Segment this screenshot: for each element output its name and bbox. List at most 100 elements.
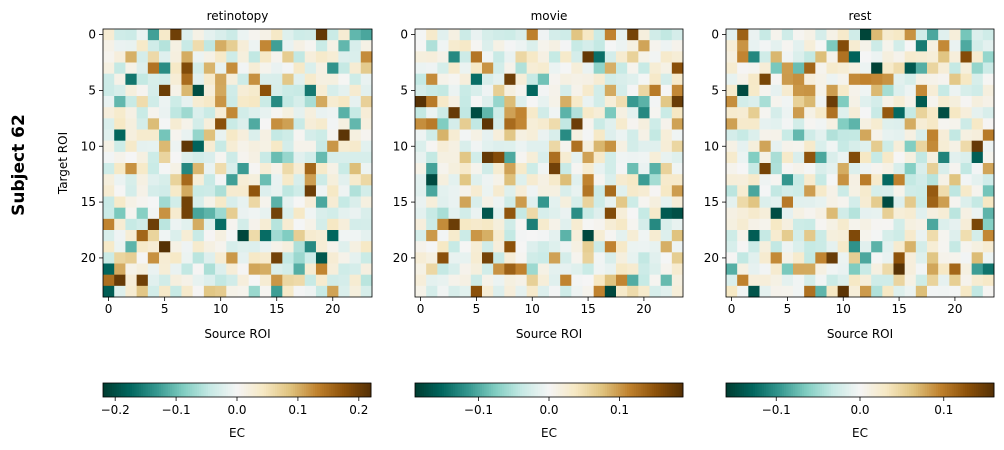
- heatmap-cell: [927, 62, 939, 75]
- colorbar-segment: [924, 383, 928, 397]
- heatmap-cell: [949, 62, 961, 75]
- heatmap-cell: [203, 62, 216, 75]
- heatmap-cell: [982, 62, 995, 75]
- heatmap-cell: [271, 263, 283, 276]
- y-tick-label: 10: [81, 139, 96, 153]
- heatmap-cell: [826, 218, 839, 231]
- colorbar-segment: [902, 383, 906, 397]
- colorbar-segment: [575, 383, 579, 397]
- colorbar-segment: [616, 383, 619, 397]
- colorbar-segment: [962, 383, 966, 397]
- heatmap-cell: [915, 163, 928, 175]
- heatmap-cell: [170, 285, 182, 298]
- heatmap-cell: [604, 140, 617, 153]
- heatmap-cell: [147, 274, 160, 287]
- heatmap-cell: [571, 274, 583, 287]
- heatmap-cell: [748, 252, 760, 264]
- heatmap-cell: [748, 230, 760, 242]
- heatmap-cell: [604, 29, 617, 41]
- heatmap-cell: [181, 241, 194, 253]
- heatmap-cell: [982, 274, 995, 287]
- heatmap-cell: [360, 174, 373, 186]
- heatmap-cell: [770, 107, 783, 119]
- heatmap-cell: [616, 96, 628, 108]
- heatmap-cell: [493, 40, 505, 52]
- heatmap-cell: [671, 118, 684, 130]
- heatmap-cell: [459, 29, 472, 41]
- heatmap-cell: [938, 196, 950, 209]
- heatmap-cell: [349, 62, 362, 75]
- colorbar-segment: [502, 383, 505, 397]
- heatmap-cell: [103, 274, 115, 287]
- heatmap-cell: [103, 207, 115, 220]
- colorbar-segment: [362, 383, 365, 397]
- heatmap-cell: [338, 207, 350, 220]
- heatmap-cell: [437, 230, 449, 242]
- heatmap-cell: [793, 174, 805, 186]
- heatmap-cell: [549, 62, 561, 75]
- heatmap-cell: [582, 252, 595, 264]
- heatmap-cell: [593, 51, 606, 63]
- heatmap-cell: [181, 274, 194, 287]
- heatmap-cell: [804, 51, 816, 63]
- heatmap-cell: [125, 129, 138, 142]
- heatmap-cell: [837, 40, 850, 52]
- heatmap-cell: [826, 140, 839, 153]
- colorbar-segment: [864, 383, 868, 397]
- heatmap-cell: [426, 252, 438, 264]
- heatmap-cell: [415, 285, 427, 298]
- heatmap-cell: [660, 252, 673, 264]
- colorbar-segment: [638, 383, 641, 397]
- heatmap-cell: [927, 73, 939, 86]
- heatmap-cell: [226, 174, 238, 186]
- heatmap-cell: [927, 51, 939, 63]
- heatmap-cell: [660, 118, 673, 130]
- heatmap-cell: [304, 230, 317, 242]
- heatmap-cell: [537, 62, 550, 75]
- heatmap-cell: [848, 151, 861, 164]
- colorbar-segment: [900, 383, 903, 397]
- heatmap-cell: [203, 73, 216, 86]
- heatmap-cell: [982, 252, 995, 264]
- heatmap-cell: [582, 129, 595, 142]
- heatmap-cell: [915, 118, 928, 130]
- heatmap-cell: [759, 196, 772, 209]
- heatmap-cell: [582, 140, 595, 153]
- colorbar-segment: [651, 383, 655, 397]
- colorbar-segment: [931, 383, 935, 397]
- heatmap-cell: [549, 29, 561, 41]
- heatmap-cell: [192, 140, 205, 153]
- heatmap-cell: [437, 285, 449, 298]
- colorbar-segment: [940, 383, 944, 397]
- heatmap-cell: [748, 107, 760, 119]
- heatmap-cell: [493, 107, 505, 119]
- heatmap-cell: [237, 118, 250, 130]
- heatmap-cell: [804, 40, 816, 52]
- heatmap-cell: [971, 174, 984, 186]
- heatmap-cell: [248, 207, 261, 220]
- heatmap-cell: [604, 107, 617, 119]
- heatmap-cell: [915, 218, 928, 231]
- heatmap-cell: [159, 151, 171, 164]
- colorbar-segment: [929, 383, 932, 397]
- heatmap-cell: [781, 62, 794, 75]
- heatmap-cell: [938, 230, 950, 242]
- heatmap-cell: [459, 207, 472, 220]
- heatmap-cell: [482, 207, 494, 220]
- heatmap-cell: [237, 73, 250, 86]
- heatmap-cell: [582, 51, 595, 63]
- heatmap-cell: [125, 207, 138, 220]
- heatmap-cell: [604, 73, 617, 86]
- heatmap-cell: [804, 84, 816, 97]
- heatmap-cell: [759, 62, 772, 75]
- heatmap-cell: [804, 73, 816, 86]
- heatmap-cell: [293, 107, 306, 119]
- heatmap-cell: [815, 218, 827, 231]
- heatmap-cell: [203, 163, 216, 175]
- colorbar-tick-label: 0.1: [288, 403, 307, 417]
- heatmap-cell: [949, 207, 961, 220]
- heatmap-cell: [181, 230, 194, 242]
- heatmap-cell: [593, 185, 606, 197]
- colorbar-segment: [446, 383, 449, 397]
- heatmap-cell: [759, 29, 772, 41]
